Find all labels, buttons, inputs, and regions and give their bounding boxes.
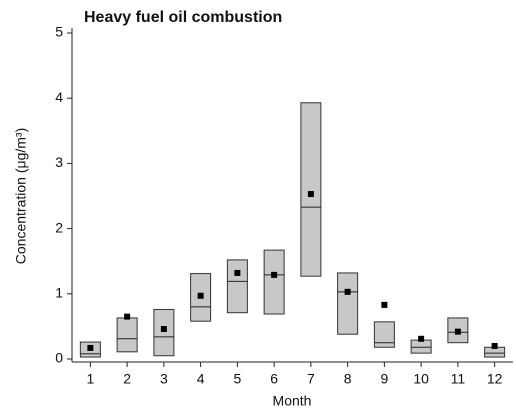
y-axis-label: Concentration (μg/m³): [13, 128, 29, 264]
y-tick-label: 1: [55, 285, 63, 301]
mean-marker: [271, 271, 278, 278]
x-tick-label: 8: [344, 371, 352, 387]
box: [226, 259, 248, 314]
mean-marker: [381, 301, 388, 308]
x-tick-label: 9: [380, 371, 388, 387]
box: [263, 249, 285, 315]
mean-marker: [307, 191, 314, 198]
box: [337, 272, 359, 335]
mean-marker: [87, 344, 94, 351]
x-tick-label: 7: [307, 371, 315, 387]
x-tick-label: 1: [86, 371, 94, 387]
x-tick-label: 4: [197, 371, 205, 387]
box: [300, 102, 322, 277]
x-axis-label: Month: [273, 393, 312, 409]
x-tick-label: 11: [451, 371, 466, 387]
mean-marker: [160, 326, 167, 333]
box: [373, 321, 395, 348]
mean-marker: [454, 328, 461, 335]
y-tick-label: 3: [55, 154, 63, 170]
y-tick-label: 2: [55, 219, 63, 235]
y-tick-label: 5: [55, 24, 63, 40]
mean-marker: [197, 292, 204, 299]
box: [153, 308, 175, 357]
mean-marker: [234, 269, 241, 276]
x-tick-label: 10: [413, 371, 429, 387]
x-tick-label: 3: [160, 371, 168, 387]
mean-marker: [124, 313, 131, 320]
y-tick-label: 0: [55, 350, 63, 366]
chart-title: Heavy fuel oil combustion: [84, 9, 282, 26]
box: [116, 317, 138, 353]
x-tick-label: 5: [233, 371, 241, 387]
box: [410, 339, 432, 354]
mean-marker: [491, 342, 498, 349]
y-tick-label: 4: [55, 89, 63, 105]
x-tick-label: 6: [270, 371, 278, 387]
mean-marker: [418, 335, 425, 342]
x-tick-label: 2: [123, 371, 131, 387]
x-tick-label: 12: [487, 371, 503, 387]
mean-marker: [344, 288, 351, 295]
